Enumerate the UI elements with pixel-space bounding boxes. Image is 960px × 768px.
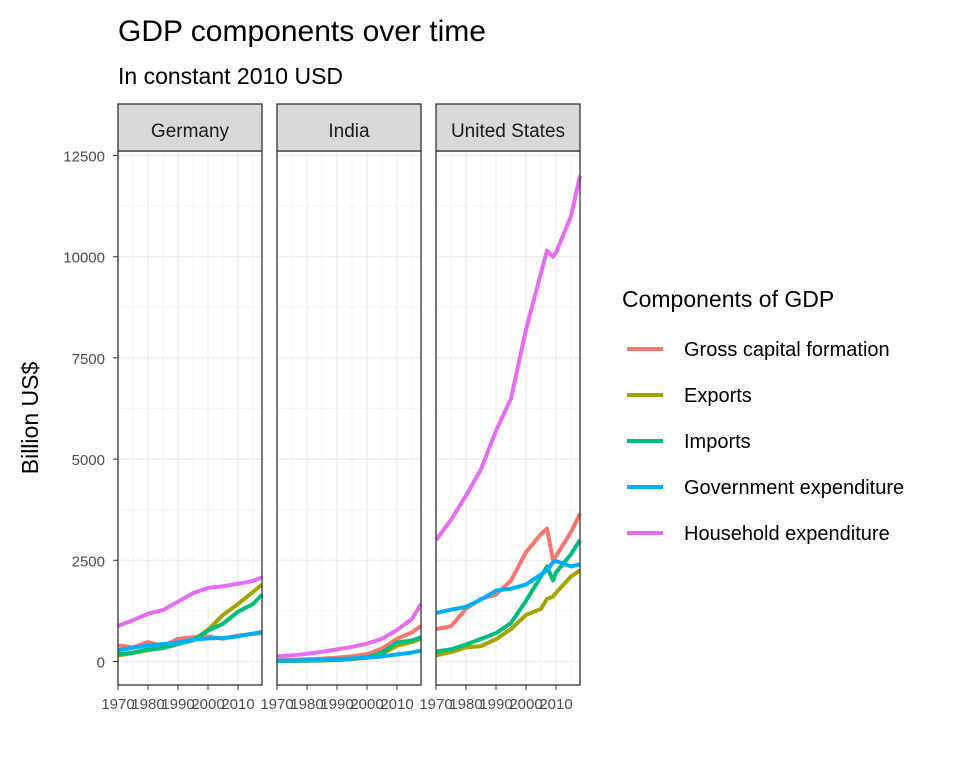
legend-item: Imports (627, 431, 751, 453)
legend-label: Household expenditure (684, 523, 890, 545)
legend-label: Government expenditure (684, 477, 904, 499)
series-line-household-expenditure (434, 175, 582, 542)
x-tick-label: 1970 (260, 696, 293, 713)
legend-item: Gross capital formation (627, 339, 890, 361)
panel-background (118, 151, 262, 685)
facet-strip (117, 103, 263, 152)
facet-strip (276, 103, 422, 152)
facet-panels: Germany19701980199020002010India19701980… (101, 103, 582, 713)
chart-subtitle: In constant 2010 USD (118, 63, 343, 89)
series-line-exports (435, 568, 582, 658)
series-line-government-expenditure (117, 629, 263, 653)
y-tick-label: 7500 (72, 351, 105, 368)
x-tick-label: 2000 (191, 696, 224, 713)
series-line-government-expenditure (435, 559, 581, 615)
legend-label: Gross capital formation (684, 339, 890, 361)
y-tick-label: 0 (97, 655, 105, 672)
legend-label: Imports (684, 431, 751, 453)
x-tick-label: 1980 (131, 696, 164, 713)
x-tick-label: 2010 (380, 696, 413, 713)
x-tick-label: 1980 (449, 696, 482, 713)
x-tick-label: 2000 (350, 696, 383, 713)
y-axis-label: Billion US$ (17, 362, 43, 475)
legend-title: Components of GDP (622, 286, 834, 312)
series-line-household-expenditure (117, 575, 263, 628)
x-tick-label: 1970 (419, 696, 452, 713)
y-tick-label: 5000 (72, 452, 105, 469)
x-tick-label: 2010 (539, 696, 572, 713)
legend-item: Household expenditure (627, 523, 890, 545)
series-line-imports (435, 538, 582, 654)
y-tick-label: 10000 (63, 250, 105, 267)
panel-background (436, 151, 580, 685)
y-tick-label: 2500 (72, 553, 105, 570)
legend-label: Exports (684, 385, 752, 407)
x-tick-label: 2000 (509, 696, 542, 713)
x-tick-label: 1990 (320, 696, 353, 713)
legend: Components of GDP Gross capital formatio… (622, 286, 904, 545)
legend-items: Gross capital formation Exports Imports Gov… (627, 339, 904, 545)
x-tick-label: 1980 (290, 696, 323, 713)
legend-item: Government expenditure (627, 477, 904, 499)
series-line-government-expenditure (276, 648, 422, 663)
x-tick-label: 2010 (221, 696, 254, 713)
legend-item: Exports (627, 385, 752, 407)
y-tick-label: 12500 (63, 149, 105, 166)
x-tick-label: 1970 (101, 696, 134, 713)
y-axis: 0 2500 5000 7500 10000 12500 (63, 149, 118, 672)
series-line-household-expenditure (276, 602, 423, 659)
facet-strip-label: Germany (151, 121, 230, 142)
chart-title: GDP components over time (118, 15, 486, 48)
x-tick-label: 1990 (479, 696, 512, 713)
facet-strip-label: United States (451, 121, 565, 142)
panel-background (277, 151, 421, 685)
facet-strip-label: India (328, 121, 370, 142)
x-tick-label: 1990 (161, 696, 194, 713)
facet-strip (435, 103, 581, 152)
